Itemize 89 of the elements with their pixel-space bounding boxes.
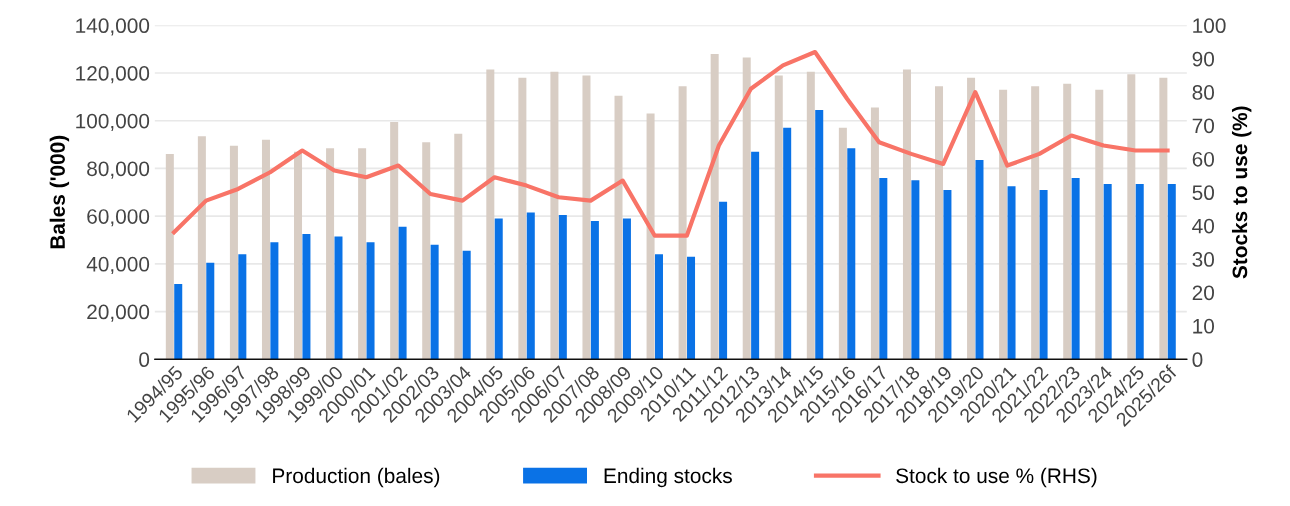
y-tick-label: 40,000 (86, 256, 150, 275)
bar (558, 214, 567, 360)
y2-tick-label: 10 (1193, 318, 1215, 334)
y-tick-label: 100,000 (76, 113, 150, 131)
bar (975, 160, 984, 360)
bar (646, 113, 655, 360)
bar (165, 154, 174, 360)
bar (847, 148, 856, 360)
y2-tick-label: 20 (1192, 285, 1215, 301)
bar (486, 69, 495, 360)
bar (654, 254, 663, 360)
y-axis-title: Bales ('000) (49, 135, 70, 249)
bar (302, 234, 311, 360)
y2-tick-label: 100 (1193, 18, 1226, 34)
bar (1167, 183, 1176, 360)
y2-tick-label: 60 (1192, 151, 1215, 167)
bar (462, 250, 471, 360)
bar (526, 212, 535, 360)
bar (1127, 74, 1136, 360)
bar (1095, 89, 1104, 360)
legend-label: Production (bales) (273, 467, 440, 488)
bar (206, 262, 215, 360)
bar (261, 139, 270, 360)
bar (1063, 83, 1072, 360)
bar (229, 145, 238, 360)
bar (943, 189, 952, 360)
bar (1159, 77, 1168, 360)
bar (719, 201, 728, 360)
bar (1031, 86, 1040, 360)
bar (358, 148, 367, 360)
bar (270, 242, 279, 360)
y2-tick-label: 40 (1192, 218, 1215, 234)
bar (751, 151, 760, 360)
bar (967, 77, 976, 360)
bar (774, 75, 783, 360)
bar (935, 86, 944, 360)
bar (1103, 183, 1112, 360)
legend-label: Stock to use % (RHS) (896, 467, 1097, 488)
line-series (171, 49, 1170, 238)
bar (1039, 189, 1048, 360)
bar (838, 127, 847, 360)
bar (879, 177, 888, 360)
bar (614, 95, 623, 360)
bar (390, 121, 399, 360)
bar (334, 236, 343, 360)
bar (238, 254, 247, 360)
y2-tick-label: 30 (1192, 252, 1215, 267)
bar (518, 77, 527, 360)
bar (422, 142, 431, 360)
bar (742, 57, 751, 360)
bar (687, 256, 696, 360)
bar (1135, 183, 1144, 360)
y2-axis-title: Stocks to use (%) (1231, 106, 1252, 279)
bar (582, 75, 591, 360)
bar (870, 107, 879, 360)
bar (366, 242, 375, 360)
bar (1007, 186, 1016, 360)
y-tick-label: 80,000 (87, 161, 150, 179)
bar (1071, 177, 1080, 360)
bar (815, 109, 824, 360)
bar (783, 127, 792, 360)
legend-label: Ending stocks (604, 467, 732, 488)
bar (590, 220, 599, 360)
y2-tick-label: 50 (1192, 185, 1215, 201)
y2-tick-label: 70 (1192, 118, 1215, 134)
bar (622, 218, 631, 360)
bar (678, 86, 687, 360)
y-tick-label: 0 (139, 352, 150, 368)
bar (454, 133, 463, 360)
bar (398, 226, 407, 360)
y-tick-label: 140,000 (76, 18, 150, 36)
y2-tick-label: 90 (1192, 51, 1215, 67)
y-tick-label: 120,000 (76, 66, 150, 84)
bar (174, 284, 183, 360)
y-tick-label: 60,000 (87, 209, 150, 227)
bar (806, 71, 815, 360)
bar (197, 136, 206, 360)
y-tick-label: 20,000 (87, 304, 150, 322)
bar (550, 71, 559, 360)
bar (294, 151, 303, 360)
bar (911, 180, 920, 360)
bar (430, 244, 439, 360)
y2-tick-label: 0 (1192, 352, 1203, 368)
bar (999, 89, 1008, 360)
bar (902, 69, 911, 360)
y2-tick-label: 80 (1192, 85, 1215, 100)
bar (710, 53, 719, 360)
bar (494, 218, 503, 360)
bar (326, 148, 335, 360)
